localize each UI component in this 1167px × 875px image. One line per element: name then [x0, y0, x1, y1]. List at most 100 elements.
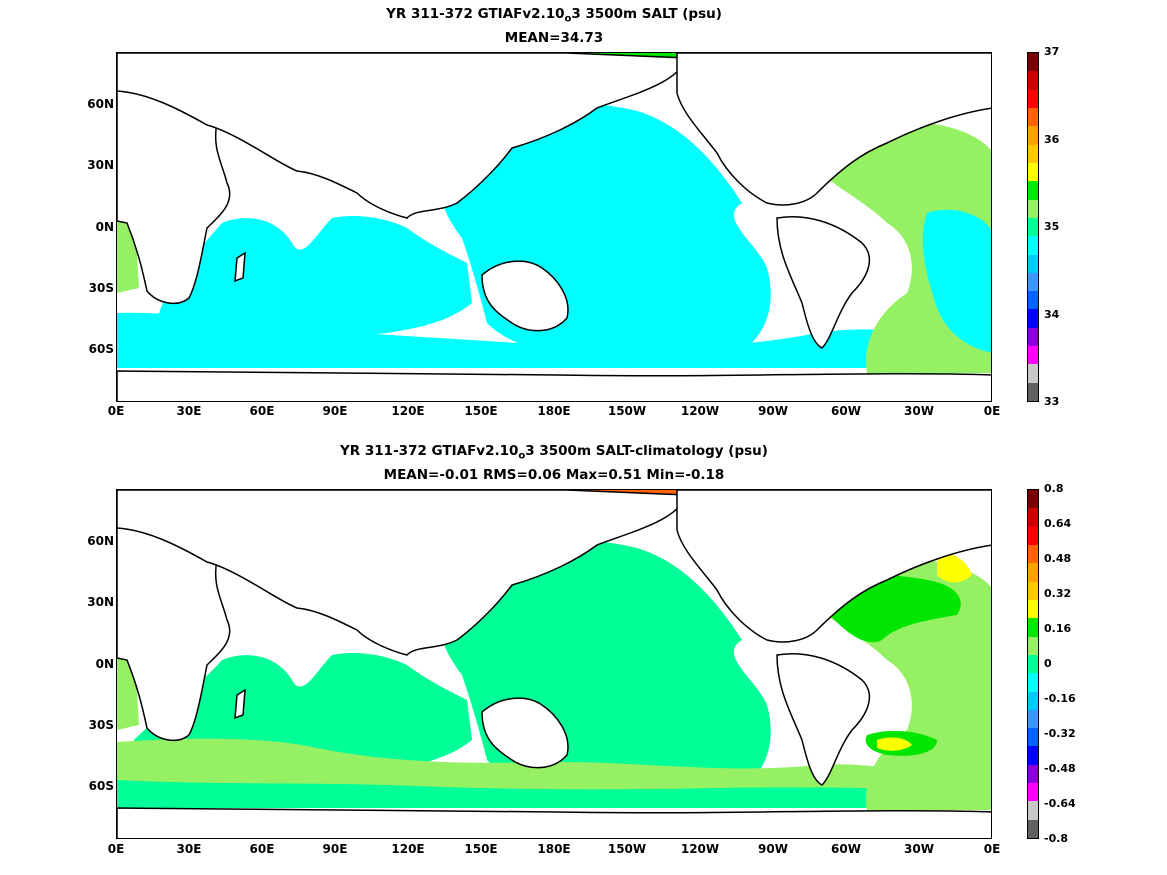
colorbar-swatch [1028, 783, 1038, 802]
panel1-lon-label: 90W [758, 404, 788, 418]
panel1-lon-label: 30W [904, 404, 934, 418]
panel2-eurasia [117, 490, 689, 656]
panel2-lon-label: 180E [537, 842, 571, 856]
panel2-lon-label: 30E [176, 842, 202, 856]
colorbar-swatch [1028, 709, 1038, 729]
colorbar-swatch [1028, 581, 1038, 600]
colorbar-swatch [1028, 327, 1038, 347]
colorbar-swatch [1028, 746, 1038, 765]
panel1-lat-label: 0N [95, 220, 114, 234]
colorbar-swatch [1028, 801, 1038, 820]
colorbar-swatch [1028, 691, 1038, 710]
panel2-title-line2: MEAN=-0.01 RMS=0.06 Max=0.51 Min=-0.18 [383, 467, 725, 483]
colorbar-swatch [1028, 272, 1038, 292]
colorbar-swatch [1028, 563, 1038, 582]
colorbar-swatch [1028, 819, 1038, 838]
panel1-north-america [676, 53, 991, 206]
panel1-lon-label: 90E [322, 404, 348, 418]
panel1-lat-label: 60N [87, 97, 114, 111]
panel2-lat-label: 60N [87, 534, 114, 548]
colorbar-swatch [1028, 254, 1038, 273]
panel1-south-america [776, 216, 871, 349]
colorbar-swatch [1028, 217, 1038, 237]
colorbar-swatch [1028, 526, 1038, 545]
panel1-atlantic-cyan [922, 209, 991, 353]
colorbar-swatch [1028, 508, 1038, 527]
panel1-eurasia [117, 53, 689, 219]
colorbar-swatch [1028, 364, 1038, 383]
panel1-map [116, 52, 992, 402]
panel2-lon-label: 90E [322, 842, 348, 856]
panel2-continents [117, 490, 991, 838]
panel1-title-line1: YR 311-372 GTIAFv2.10o3 3500m SALT (psu) [386, 6, 722, 25]
panel1-lon-label: 60E [249, 404, 275, 418]
panel2-south-america [776, 653, 871, 786]
colorbar-label: 0.16 [1044, 622, 1072, 635]
panel2-lon-label: 0E [107, 842, 125, 856]
panel1-title-line2: MEAN=34.73 [504, 30, 604, 46]
colorbar-swatch [1028, 382, 1038, 401]
colorbar-label: 35 [1044, 220, 1060, 233]
panel2-lat-label: 30S [88, 718, 114, 732]
panel2-north-america [676, 490, 991, 643]
colorbar-swatch [1028, 490, 1038, 509]
panel1-lon-label: 120W [680, 404, 720, 418]
colorbar-label: 34 [1044, 307, 1060, 321]
panel2-lon-label: 150W [607, 842, 647, 856]
colorbar-swatch [1028, 89, 1038, 108]
colorbar-label: -0.32 [1044, 727, 1076, 740]
colorbar-swatch [1028, 618, 1038, 637]
panel2-lon-label: 150E [464, 842, 498, 856]
panel1-indian-field [157, 216, 472, 337]
panel2-lon-label: 60E [249, 842, 275, 856]
panel1-southern-field [117, 312, 991, 368]
colorbar-swatch [1028, 71, 1038, 90]
panel1-continents [117, 53, 991, 401]
colorbar-label: 0 [1044, 657, 1052, 670]
colorbar-swatch [1028, 126, 1038, 145]
colorbar-label: 37 [1044, 45, 1060, 58]
panel1-lon-label: 0E [983, 404, 1001, 418]
colorbar-swatch [1028, 599, 1038, 619]
panel1-australia [481, 260, 569, 332]
panel1-lon-label: 150E [464, 404, 498, 418]
colorbar-swatch [1028, 162, 1038, 182]
panel1-lat-label: 30S [88, 281, 114, 295]
panel1-lat-label: 30N [87, 158, 114, 172]
colorbar-label: 0.48 [1044, 552, 1072, 565]
panel2-south-atlantic-yellow [877, 737, 912, 751]
colorbar-swatch [1028, 108, 1038, 127]
panel1-madagascar [234, 251, 246, 283]
colorbar-swatch [1028, 346, 1038, 365]
colorbar-swatch [1028, 764, 1038, 784]
panel2-lat-label: 0N [95, 657, 114, 671]
colorbar-swatch [1028, 309, 1038, 328]
colorbar-swatch [1028, 199, 1038, 218]
colorbar-label: 33 [1044, 395, 1060, 408]
panel2-antarctica [117, 807, 991, 838]
colorbar-swatch [1028, 291, 1038, 310]
panel2-southern-ocean-field [117, 780, 991, 808]
panel2-lon-label: 0E [983, 842, 1001, 856]
panel1-lon-label: 60W [831, 404, 861, 418]
colorbar-swatch [1028, 181, 1038, 200]
panel1-lat-label: 60S [88, 342, 114, 356]
colorbar-swatch [1028, 654, 1038, 674]
panel2-map-svg [117, 490, 991, 838]
colorbar-label: 36 [1044, 132, 1060, 146]
panel2-title-line1: YR 311-372 GTIAFv2.10o3 3500m SALT-clima… [340, 443, 768, 462]
panel1-lon-label: 150W [607, 404, 647, 418]
colorbar-label: -0.16 [1044, 692, 1076, 705]
panel1-lon-label: 120E [391, 404, 425, 418]
colorbar-swatch [1028, 53, 1038, 72]
colorbar-swatch [1028, 236, 1038, 255]
colorbar-swatch [1028, 545, 1038, 564]
panel2-lon-label: 90W [758, 842, 788, 856]
panel2-lat-label: 30N [87, 595, 114, 609]
colorbar-swatch [1028, 728, 1038, 747]
panel2-lon-label: 30W [904, 842, 934, 856]
colorbar-label: -0.64 [1044, 797, 1076, 810]
panel1-map-svg [117, 53, 991, 401]
panel1-lon-label: 180E [537, 404, 571, 418]
colorbar-label: -0.8 [1044, 832, 1069, 845]
